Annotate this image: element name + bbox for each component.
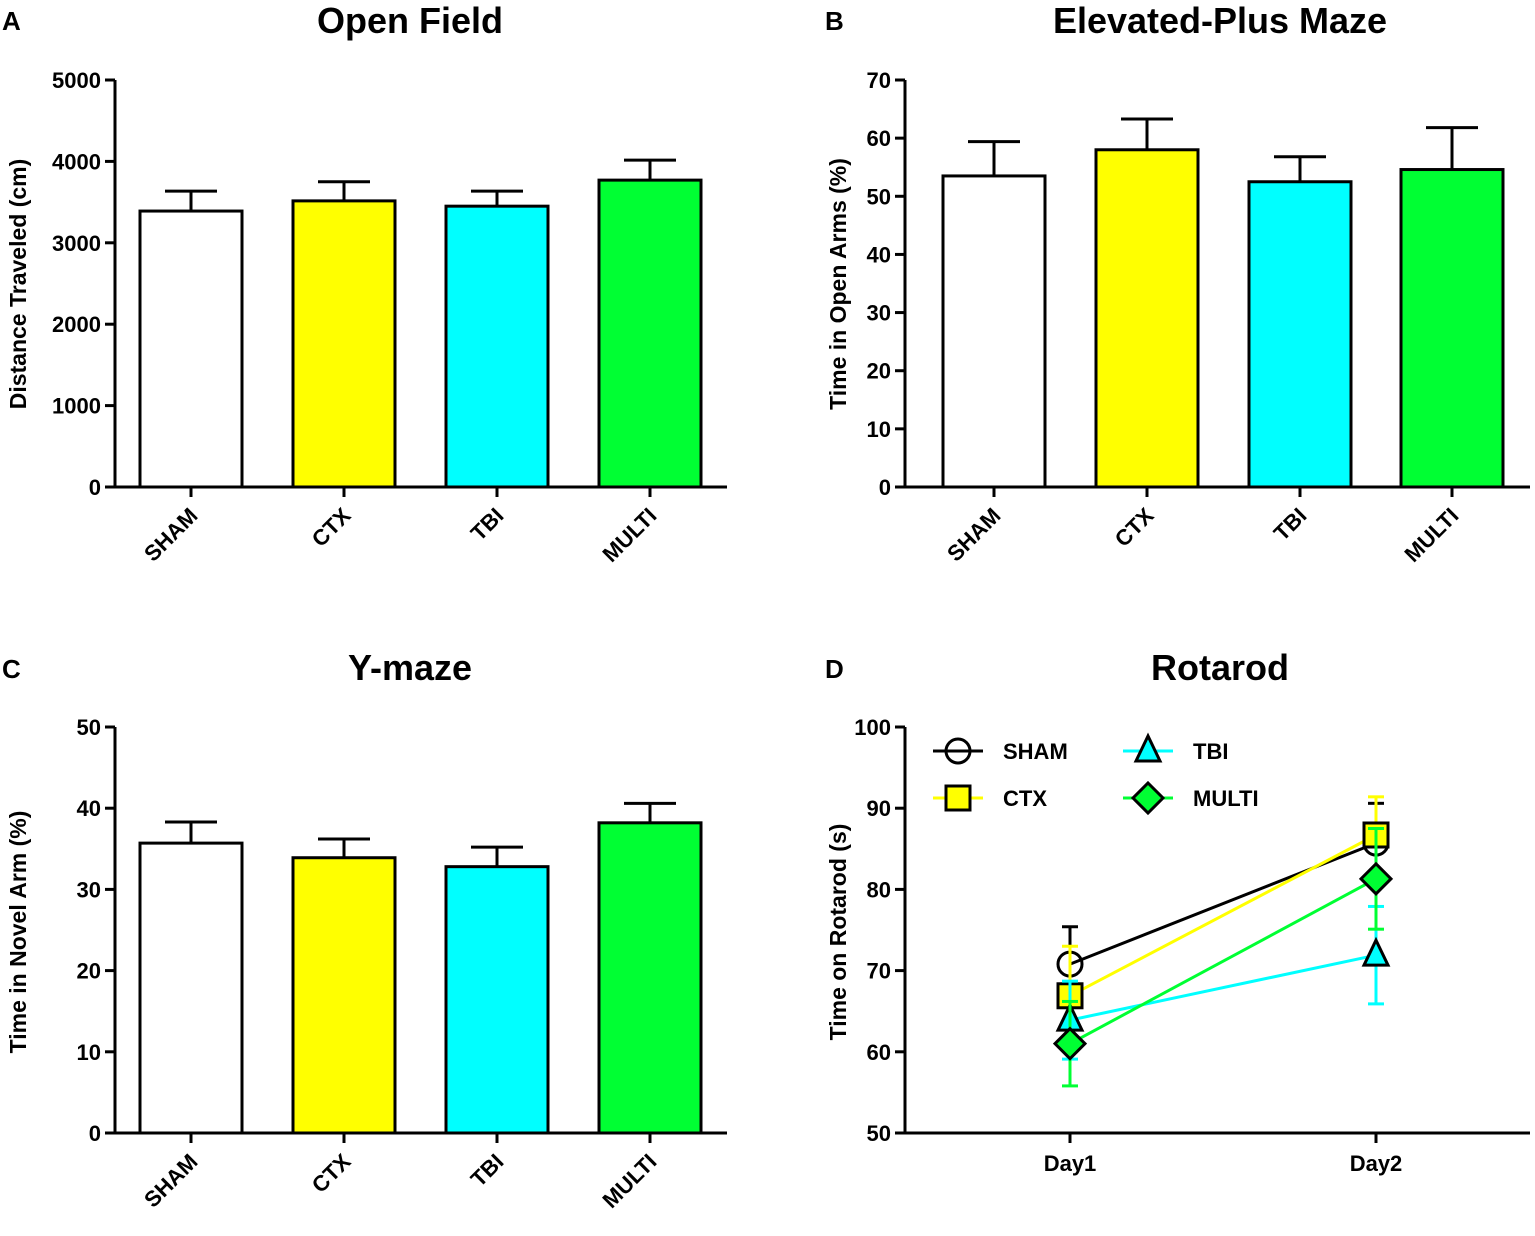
y-tick-label: 100 — [854, 715, 891, 740]
legend-item-sham: SHAM — [933, 737, 1068, 765]
y-axis-label-b: Time in Open Arms (%) — [825, 158, 851, 410]
y-tick-label: 2000 — [52, 312, 101, 337]
series-tbi — [1055, 904, 1391, 1061]
y-tick-label: 50 — [867, 1121, 891, 1146]
panel-b: 0 10 20 30 40 50 60 70 SHAM CTX TBI MULTI — [867, 68, 1530, 567]
legend-item-ctx: CTX — [933, 784, 1047, 812]
y-tick-label: 30 — [77, 877, 101, 902]
y-tick-label: 30 — [867, 301, 891, 326]
data-point — [1358, 861, 1394, 896]
y-tick-label: 60 — [867, 1040, 891, 1065]
legend: SHAM CTX TBI MULTI — [933, 732, 1259, 816]
bar-tbi — [444, 865, 550, 1135]
chart-title-d: Rotarod — [1151, 647, 1289, 688]
y-tick-label: 0 — [89, 1121, 101, 1146]
bar-multi — [597, 178, 703, 489]
x-tick-label: CTX — [307, 1149, 356, 1198]
series-line — [1069, 953, 1377, 1022]
y-tick-label: 0 — [879, 475, 891, 500]
legend-marker — [1130, 780, 1166, 816]
y-tick-label: 70 — [867, 68, 891, 93]
y-axis-label-d: Time on Rotarod (s) — [825, 824, 851, 1041]
legend-label: TBI — [1193, 739, 1228, 764]
panel-c: 0 10 20 30 40 50 SHAM CTX TBI MULTI — [77, 715, 727, 1213]
legend-marker — [944, 784, 972, 812]
x-tick-label: Day1 — [1044, 1151, 1097, 1176]
bar-ctx — [291, 199, 397, 489]
y-tick-label: 4000 — [52, 149, 101, 174]
x-tick-label: CTX — [307, 503, 356, 552]
series-line — [1069, 877, 1377, 1046]
y-tick-label: 50 — [77, 715, 101, 740]
x-tick-label: MULTI — [597, 1149, 661, 1213]
legend-item-multi: MULTI — [1123, 780, 1259, 816]
panel-d: 50 60 70 80 90 100 Day1 Day2 SHAM CTX TBI MULTI — [854, 715, 1530, 1176]
legend-marker — [1133, 732, 1163, 763]
series-line — [1069, 833, 1377, 998]
bar-ctx — [291, 856, 397, 1135]
x-tick-label: MULTI — [1399, 503, 1463, 567]
y-axis-label-a: Distance Traveled (cm) — [5, 159, 31, 410]
y-tick-label: 80 — [867, 877, 891, 902]
x-tick-label: SHAM — [139, 503, 202, 566]
legend-label: CTX — [1003, 786, 1047, 811]
x-tick-label: MULTI — [597, 503, 661, 567]
panel-letter-d: D — [825, 654, 844, 684]
y-tick-label: 40 — [867, 242, 891, 267]
y-tick-label: 70 — [867, 959, 891, 984]
x-tick-label: TBI — [466, 1149, 509, 1192]
x-tick-label: TBI — [1269, 503, 1312, 546]
y-tick-label: 5000 — [52, 68, 101, 93]
panel-letter-a: A — [2, 6, 21, 36]
x-tick-label: SHAM — [942, 503, 1005, 566]
y-tick-label: 20 — [77, 959, 101, 984]
data-point — [1052, 1026, 1088, 1061]
bar-multi — [1399, 168, 1505, 489]
x-tick-label: SHAM — [139, 1149, 202, 1212]
y-tick-label: 10 — [77, 1040, 101, 1065]
legend-label: MULTI — [1193, 786, 1259, 811]
y-tick-label: 50 — [867, 184, 891, 209]
y-tick-label: 60 — [867, 126, 891, 151]
x-tick-label: Day2 — [1350, 1151, 1403, 1176]
y-axis-label-c: Time in Novel Arm (%) — [5, 811, 31, 1054]
chart-title-b: Elevated-Plus Maze — [1053, 0, 1387, 41]
legend-marker — [944, 737, 972, 765]
series-multi — [1052, 827, 1394, 1088]
y-tick-label: 0 — [89, 475, 101, 500]
data-point — [1361, 936, 1391, 967]
bar-multi — [597, 821, 703, 1135]
y-tick-label: 40 — [77, 796, 101, 821]
y-tick-label: 20 — [867, 359, 891, 384]
legend-label: SHAM — [1003, 739, 1068, 764]
y-tick-label: 90 — [867, 796, 891, 821]
bar-sham — [941, 174, 1047, 489]
panel-letter-b: B — [825, 6, 844, 36]
x-tick-label: TBI — [466, 503, 509, 546]
series-sham — [1056, 801, 1390, 1003]
bar-tbi — [444, 204, 550, 489]
chart-title-a: Open Field — [317, 0, 503, 41]
y-tick-label: 10 — [867, 417, 891, 442]
bar-sham — [138, 209, 244, 489]
bar-ctx — [1094, 148, 1200, 489]
x-tick-label: CTX — [1110, 503, 1159, 552]
legend-item-tbi: TBI — [1123, 732, 1228, 764]
bar-tbi — [1247, 180, 1353, 489]
chart-title-c: Y-maze — [348, 647, 472, 688]
series-ctx — [1056, 795, 1390, 1047]
y-tick-label: 1000 — [52, 394, 101, 419]
y-tick-label: 3000 — [52, 231, 101, 256]
panel-a: 0 1000 2000 3000 4000 5000 SHAM CTX TBI MULTI — [52, 68, 727, 567]
bar-sham — [138, 841, 244, 1135]
panel-letter-c: C — [2, 654, 21, 684]
